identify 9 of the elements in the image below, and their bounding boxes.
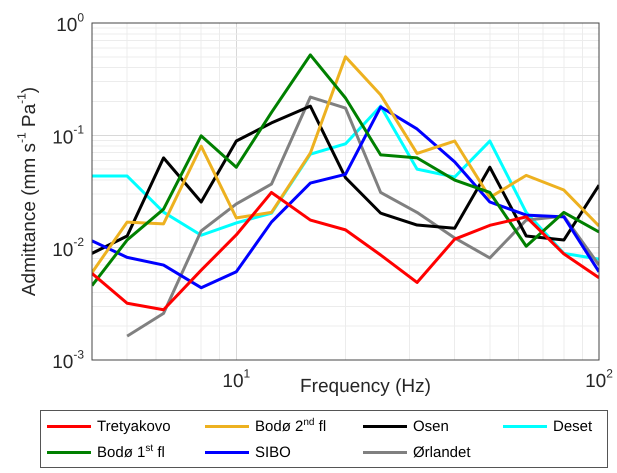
legend-label: Bodø 2$^{nd}$ fl	[255, 417, 326, 435]
legend-label: Osen	[413, 418, 449, 434]
legend-label: Bodø 1$^{st}$ fl	[97, 443, 165, 461]
legend-label: Tretyakovo	[97, 418, 171, 434]
legend-label: SIBO	[255, 444, 291, 460]
legend-label: Deset	[553, 418, 592, 434]
y-axis-title: Admittance (mm s-1 Pa-1)	[14, 86, 40, 296]
x-axis-title: Frequency (Hz)	[300, 376, 431, 398]
legend-label: Ørlandet	[413, 444, 471, 460]
